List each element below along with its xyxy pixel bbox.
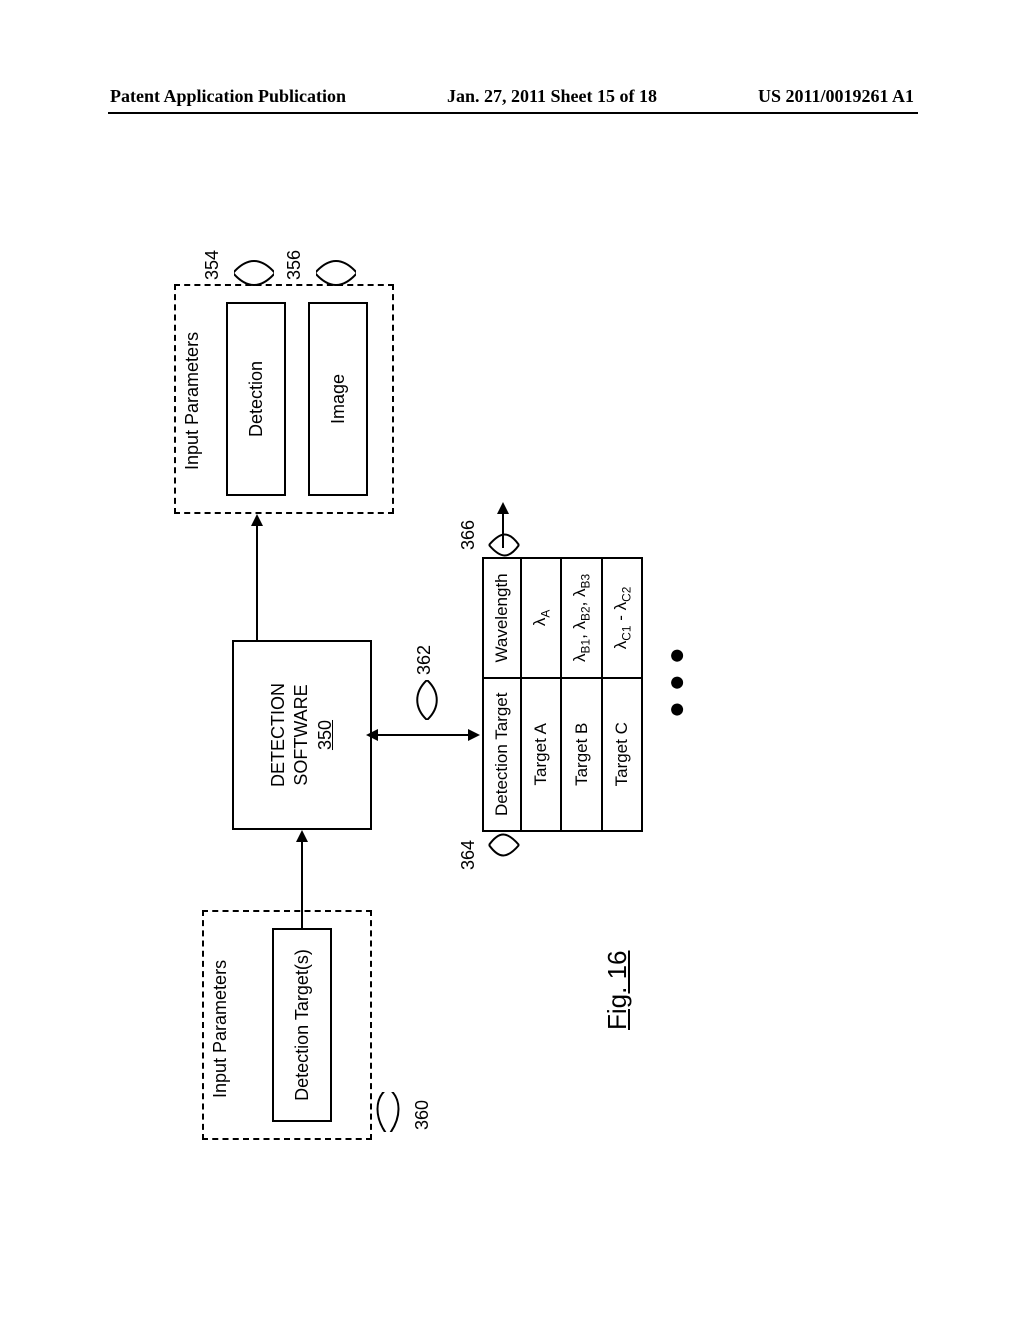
figure-caption: Fig. 16: [602, 951, 633, 1031]
lut-r3c1: Target C: [602, 678, 642, 831]
lead-356-curve: [316, 252, 356, 294]
table-row: Target C λC1 - λC2: [602, 558, 642, 831]
ref-364: 364: [458, 840, 479, 870]
lead-360-curve: [364, 1092, 412, 1132]
detection-software-box: DETECTION SOFTWARE 350: [232, 640, 372, 830]
lead-362-curve: [412, 680, 442, 720]
header-rule: [108, 112, 918, 114]
lookup-table: Detection Target Wavelength Target A λA …: [482, 557, 643, 832]
diagram: Input Parameters Detection Target(s) 360…: [162, 250, 862, 1150]
header-left: Patent Application Publication: [110, 86, 346, 107]
lut-r2c1: Target B: [561, 678, 601, 831]
detection-targets-box: Detection Target(s): [272, 928, 332, 1122]
ref-362: 362: [414, 645, 435, 675]
lut-r3c2: λC1 - λC2: [602, 558, 642, 677]
table-row: Target A λA: [521, 558, 561, 831]
arrow-center-table: [372, 734, 472, 736]
ref-354: 354: [202, 250, 223, 280]
lead-366-curve: [484, 530, 524, 560]
arrow-center-table-up: [366, 729, 378, 741]
arrow-center-table-down: [468, 729, 480, 741]
lut-col1-header: Detection Target: [483, 678, 521, 831]
arrow-center-to-right-head: [251, 514, 263, 526]
ref-360: 360: [412, 1100, 433, 1130]
lut-col2-header: Wavelength: [483, 558, 521, 677]
detection-software-line2: SOFTWARE: [290, 684, 313, 785]
input-params-left-title: Input Parameters: [210, 960, 231, 1098]
page: Patent Application Publication Jan. 27, …: [0, 0, 1024, 1320]
output-detection-label: Detection: [246, 361, 267, 437]
arrow-366-out: [502, 510, 504, 548]
arrow-366-out-head: [497, 502, 509, 514]
output-image-label: Image: [328, 374, 349, 424]
ref-356: 356: [284, 250, 305, 280]
arrow-center-to-right: [256, 522, 258, 640]
detection-software-line1: DETECTION: [267, 683, 290, 787]
lut-r2c2: λB1, λB2, λB3: [561, 558, 601, 677]
detection-targets-label: Detection Target(s): [292, 949, 313, 1101]
lead-364-curve: [484, 830, 524, 860]
output-image-box: Image: [308, 302, 368, 496]
ref-366: 366: [458, 520, 479, 550]
lut-r1c1: Target A: [521, 678, 561, 831]
header-center: Jan. 27, 2011 Sheet 15 of 18: [447, 86, 657, 107]
output-detection-box: Detection: [226, 302, 286, 496]
output-params-title: Input Parameters: [182, 332, 203, 470]
ellipsis-icon: ●●●: [660, 637, 692, 718]
header-right: US 2011/0019261 A1: [758, 86, 914, 107]
arrow-left-to-center-head: [296, 830, 308, 842]
detection-software-ref: 350: [314, 720, 337, 750]
lead-354-curve: [234, 252, 274, 294]
header-row: Patent Application Publication Jan. 27, …: [0, 86, 1024, 107]
table-row: Target B λB1, λB2, λB3: [561, 558, 601, 831]
arrow-left-to-center: [301, 838, 303, 928]
lut-r1c2: λA: [521, 558, 561, 677]
